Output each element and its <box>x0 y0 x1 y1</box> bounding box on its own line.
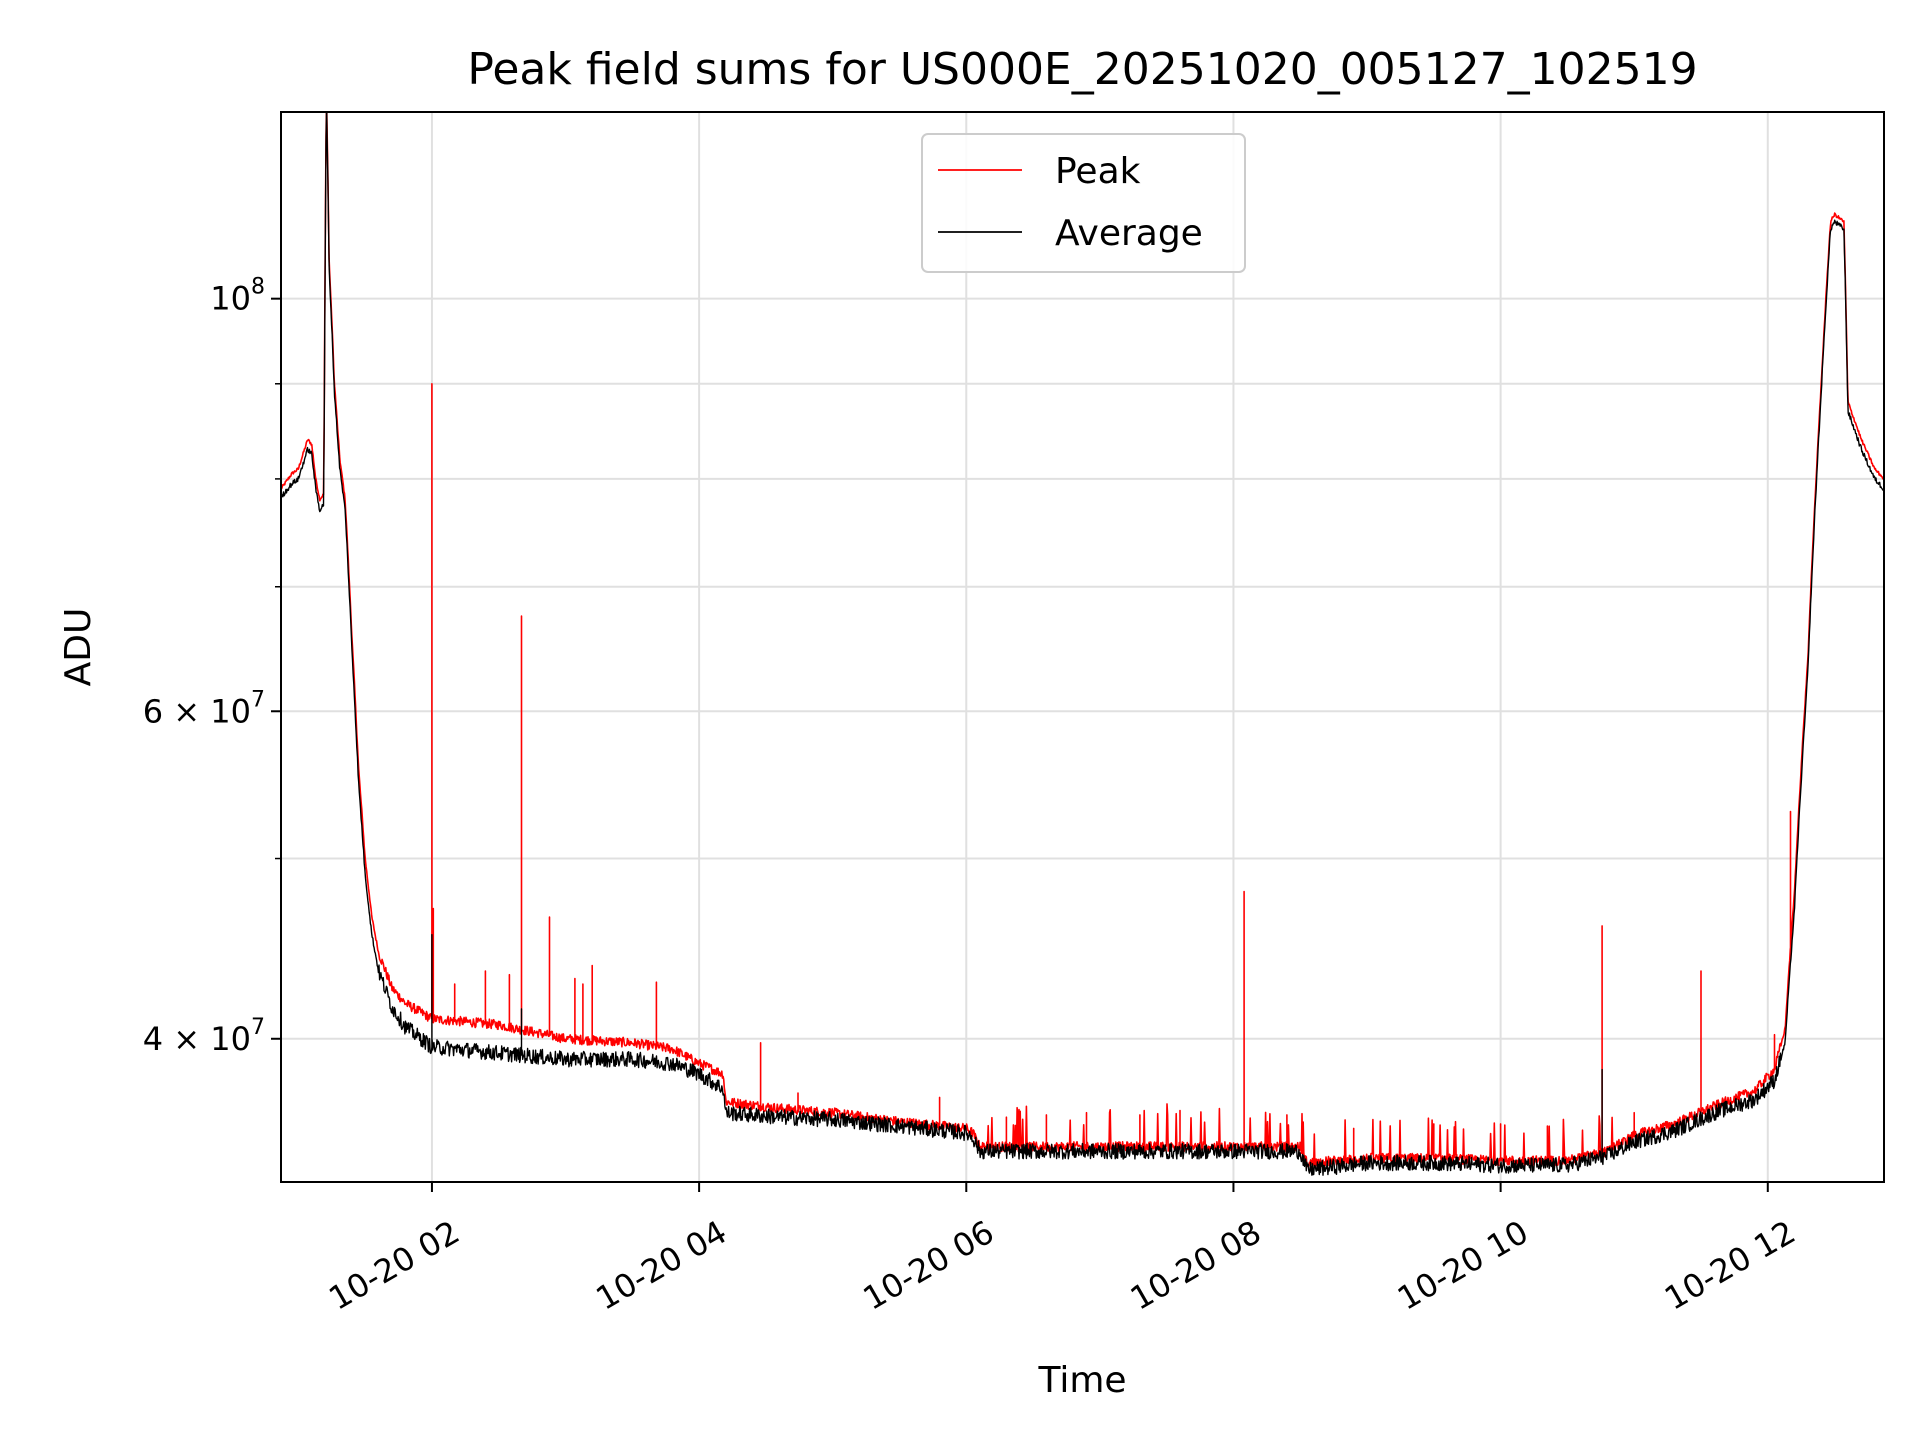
x-tick-label: 10-20 08 <box>1124 1213 1268 1318</box>
grid-lines <box>281 112 1884 1182</box>
x-tick-label: 10-20 04 <box>590 1213 734 1318</box>
legend-label-peak: Peak <box>1055 151 1141 192</box>
y-tick-label: 108 <box>210 275 265 318</box>
x-axis-ticks: 10-20 02 10-20 04 10-20 06 10-20 08 10-20 10… <box>322 1182 1802 1318</box>
x-tick-label: 10-20 10 <box>1391 1213 1535 1318</box>
y-tick-exponent: 7 <box>251 1015 265 1040</box>
legend-label-average: Average <box>1055 213 1203 254</box>
axes-frame <box>280 111 1885 1183</box>
plot-series <box>281 112 1884 1176</box>
chart-title: Peak field sums for US000E_20251020_0051… <box>467 44 1697 95</box>
y-tick-base: 10 <box>210 280 251 318</box>
x-tick-label: 10-20 02 <box>322 1213 466 1318</box>
y-tick-base: 6 × 10 <box>143 692 251 730</box>
y-tick-base: 4 × 10 <box>143 1020 251 1058</box>
legend-box <box>921 133 1246 273</box>
y-tick-label: 4 × 107 <box>143 1015 265 1058</box>
y-axis-label: ADU <box>58 608 99 687</box>
y-tick-exponent: 7 <box>251 687 265 712</box>
legend: Peak Average <box>921 133 1246 273</box>
x-tick-label: 10-20 06 <box>857 1213 1001 1318</box>
x-tick-label: 10-20 12 <box>1658 1213 1802 1318</box>
series-line-average <box>281 112 1884 1176</box>
x-axis-label: Time <box>1037 1360 1126 1401</box>
y-tick-exponent: 8 <box>251 275 265 300</box>
y-tick-label: 6 × 107 <box>143 687 265 730</box>
